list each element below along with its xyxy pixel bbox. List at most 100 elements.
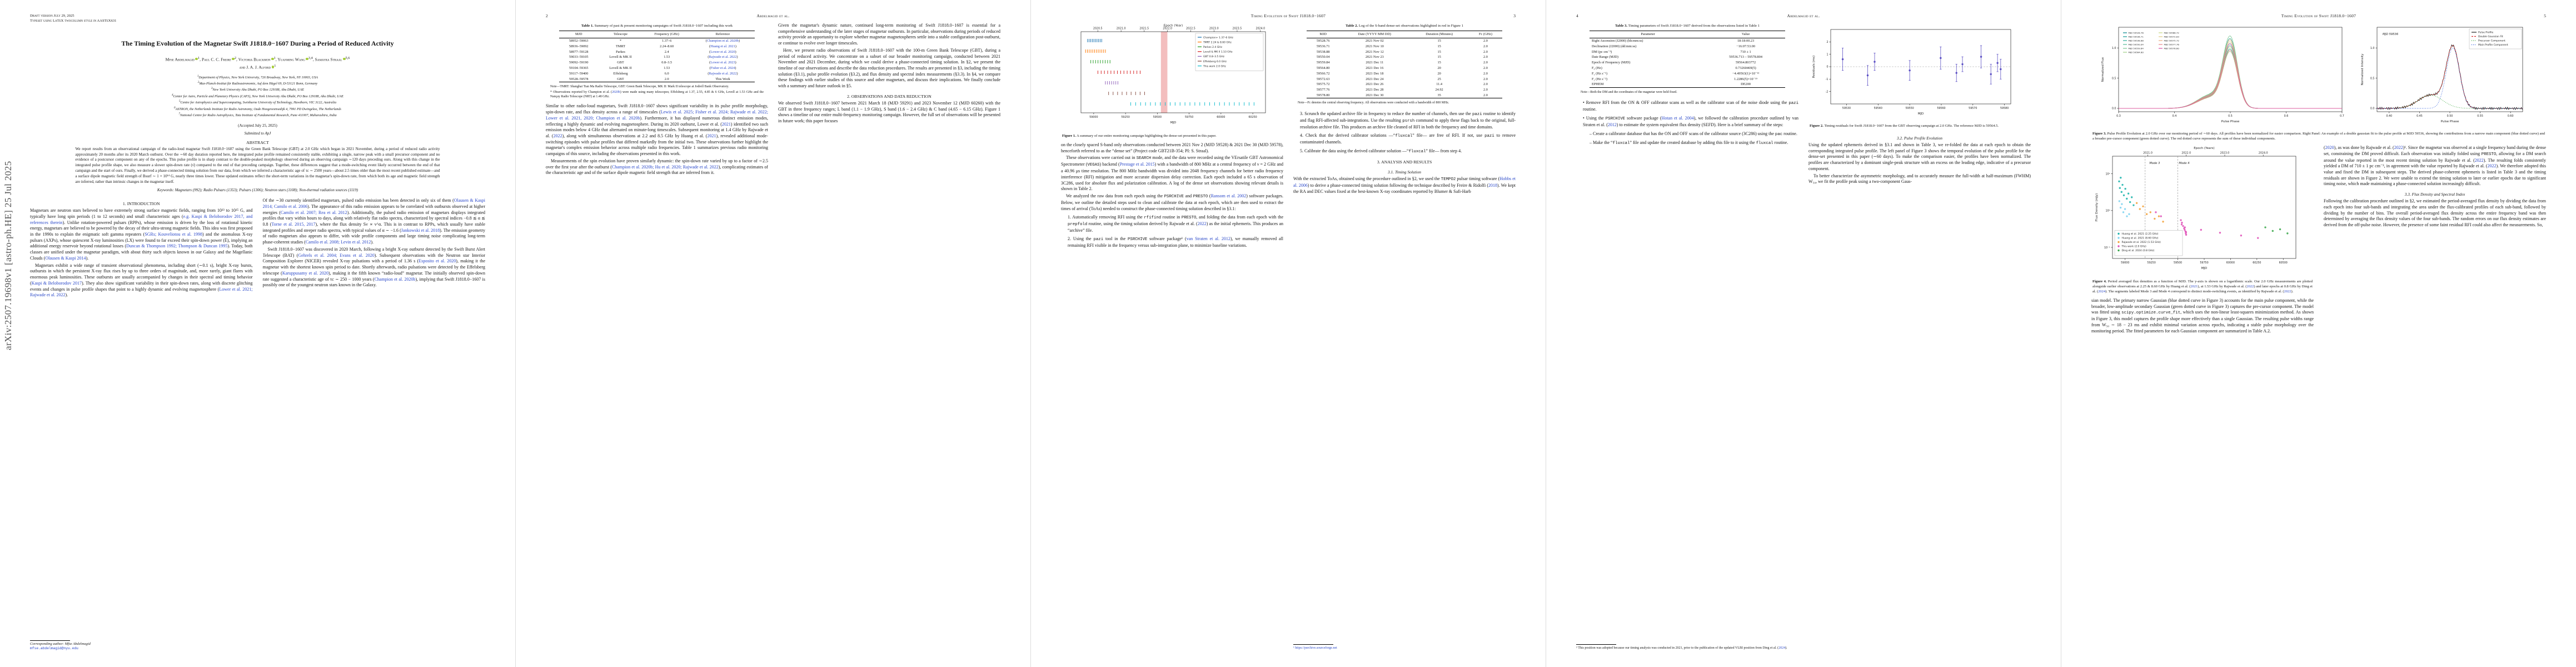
table-cell: 20	[1437, 71, 1441, 76]
table-cell: F₁ (Hz s⁻¹)	[1592, 71, 1608, 76]
citation-link[interactable]: 2022	[2246, 284, 2254, 288]
orcid-icon[interactable]	[195, 57, 198, 61]
citation-link[interactable]: 2018	[1488, 183, 1498, 188]
table-cell: 15	[1437, 39, 1441, 43]
citation-link[interactable]: 2022	[2487, 163, 2497, 169]
citation-link[interactable]: Ransom et al. 2002	[1210, 193, 1247, 198]
orcid-icon[interactable]	[306, 57, 308, 61]
table-row: 59572.63 2021 Dec 24 25 2.0	[1307, 76, 1502, 82]
citation-link[interactable]: Olausen & Kaspi 2014; Camilo et al. 2006	[262, 198, 486, 209]
orcid-icon[interactable]	[232, 57, 235, 61]
citation-link[interactable]: Lower et al. 2021; Rajwade et al. 2022	[30, 286, 253, 298]
citation-link[interactable]: e.g. Kaspi & Beloborodov 2017, and refer…	[30, 213, 253, 225]
svg-text:59500: 59500	[2174, 261, 2182, 265]
citation-link[interactable]: 2021	[707, 133, 716, 139]
citation-link[interactable]: Champion et al. 2020b; Hu et al. 2020; R…	[611, 164, 719, 170]
orcid-icon[interactable]	[271, 66, 275, 68]
table-cell: 58936–59092	[569, 44, 589, 48]
figure-1-campaign-timeline-plot: 59000 59250 59500 59750 60000 60250 2020.5 2021…	[1080, 24, 1266, 125]
citation-link[interactable]: 2024	[1778, 646, 1786, 650]
citation-link[interactable]: 2022	[2284, 289, 2291, 293]
citation-link[interactable]: Karuppusamy et al. 2020	[282, 270, 328, 276]
svg-text:59000: 59000	[1089, 116, 1098, 119]
figure-1: 59000 59250 59500 59750 60000 60250 2020.5 2021…	[1061, 23, 1283, 133]
table-cell: 58977–59128	[569, 49, 589, 54]
running-title: Abdelmagid et al.	[1787, 13, 1820, 18]
table-cell: 15	[1437, 61, 1441, 65]
table-row: Right Ascension (J2000) (hh:mm:ss) 18:18:…	[1590, 38, 1785, 43]
svg-text:2023.0: 2023.0	[2220, 151, 2230, 155]
svg-text:0.7: 0.7	[2340, 115, 2344, 118]
subsection-heading-profile: 3.2. Pulse Profile Evolution	[1896, 135, 1943, 141]
citation-link[interactable]: 2020b	[612, 91, 620, 94]
citation-link[interactable]: 2020	[2325, 145, 2334, 150]
paragraph: (2020), as was done by Rajwade et al. (2…	[2324, 145, 2546, 187]
table-row: F₂ (Hz s⁻²) 1.2286(5)×10⁻¹⁹	[1590, 76, 1785, 82]
citation-link[interactable]: Gehrels et al. 2004; Evans et al. 2020	[298, 252, 375, 258]
corresponding-email[interactable]: mfse.abdelmagid@nyu.edu	[30, 646, 78, 650]
list-item: 4. Check that the derived calibrator sol…	[1300, 133, 1516, 145]
citation-link[interactable]: Lower et al. 2023	[710, 61, 735, 65]
paragraph: Measurements of the spin evolution have …	[546, 158, 768, 176]
paragraph: To better characterize the asymmetric mo…	[1808, 173, 2031, 185]
abstract-text: We report results from an observational …	[75, 146, 440, 184]
svg-text:Pulse Phase: Pulse Phase	[2440, 120, 2459, 123]
citation-link[interactable]: 2024	[2098, 289, 2106, 293]
abstract-heading: ABSTRACT	[246, 140, 269, 145]
citation-link[interactable]: Lower et al. 2020	[710, 49, 735, 54]
citation-link[interactable]: 2012	[1607, 122, 1617, 127]
code-token: fluxcal	[1612, 141, 1630, 146]
table-cell: (Fisher et al. 2024)	[709, 66, 736, 71]
table-cell: 2021 Dec 24	[1366, 77, 1384, 81]
svg-text:60000: 60000	[2226, 261, 2235, 265]
table-row: 59538.88 2021 Nov 12 15 2.0	[1307, 49, 1502, 54]
citation-link[interactable]: Jankowski et al. 2018	[401, 227, 440, 233]
orcid-icon[interactable]	[271, 57, 274, 61]
running-title: Abdelmagid et al.	[756, 13, 790, 18]
citation-link[interactable]: Champion et al. 2020b	[706, 39, 739, 43]
code-token: PRESTO	[2481, 152, 2497, 157]
citation-link[interactable]: Torne et al. 2015, 2017	[271, 222, 316, 227]
citation-link[interactable]: 2022	[2394, 145, 2403, 150]
table-cell: Date Range (MJD)	[1592, 55, 1618, 59]
table-row: 59033–59105 Lovell & MK II 1.53 (Rajwade et…	[559, 54, 755, 60]
citation-link[interactable]: Kaspi & Beloborodov 2017	[31, 280, 82, 286]
citation-link[interactable]: Fisher et al. 2024	[710, 66, 735, 71]
citation-link[interactable]: Rajwade et al. 2022	[709, 71, 737, 76]
svg-text:MJD 59528.76: MJD 59528.76	[2128, 32, 2144, 34]
citation-link[interactable]: Camilo et al. 2008; Levin et al. 2012	[305, 240, 371, 245]
citation-link[interactable]: 2022	[553, 133, 562, 139]
citation-link[interactable]: Esposito et al. 2020	[418, 258, 456, 264]
table-cell: 1.37–6	[662, 39, 672, 43]
citation-link[interactable]: Hobbs et al. 2006	[1293, 176, 1516, 188]
page4-right-column: 59530 59540 59550 59560 59570 59580 -2 -1 0 1 2 MJD…	[1808, 23, 2031, 650]
citation-link[interactable]: SGRs; Kouveliotou et al. 1998	[145, 232, 202, 237]
citation-link[interactable]: Prestage et al. 2015	[1119, 162, 1155, 167]
citation-link[interactable]: Rajwade et al. 2022	[709, 55, 737, 59]
citation-link[interactable]: 2022	[1197, 221, 1207, 226]
citation-link[interactable]: Huang et al. 2021	[710, 44, 735, 48]
citation-link[interactable]: 2021	[721, 121, 731, 127]
draft-version-line: Draft version July 29, 2025	[30, 14, 74, 18]
svg-text:0.0: 0.0	[2111, 107, 2116, 111]
citation-link[interactable]: Camilo et al. 2007; Rea et al. 2012	[280, 210, 347, 215]
svg-text:Pulse Phase: Pulse Phase	[2221, 120, 2239, 123]
code-token: prepfold	[1068, 222, 1088, 227]
table-cell: TMRT	[615, 44, 626, 48]
code-token: PRESTO	[1181, 215, 1197, 220]
citation-link[interactable]: van Straten et al. 2012	[1186, 236, 1230, 242]
svg-text:MJD 59550.04: MJD 59550.04	[2128, 43, 2144, 46]
citation-link[interactable]: Olausen & Kaspi 2014	[45, 255, 86, 261]
citation-link[interactable]: 2022	[2474, 157, 2484, 163]
citation-link[interactable]: Duncan & Thompson 1992; Thompson & Dunca…	[126, 243, 228, 249]
svg-text:2021.0: 2021.0	[1117, 27, 1126, 31]
footnote-link[interactable]: ¹ https://psrchive.sourceforge.net	[1293, 646, 1337, 650]
svg-text:MJD 59575.72: MJD 59575.72	[2164, 39, 2179, 42]
citation-link[interactable]: 2021	[2190, 284, 2198, 288]
citation-link[interactable]: Champion et al. 2020b	[374, 276, 416, 282]
author-name: and J. A. J. Alford	[239, 64, 271, 70]
orcid-icon[interactable]	[342, 57, 346, 61]
citation-link[interactable]: Lewis et al. 2025; Fisher et al. 2024; R…	[546, 109, 768, 121]
citation-link[interactable]: Hotan et al. 2004	[1661, 116, 1694, 121]
svg-text:0.4: 0.4	[2172, 115, 2176, 118]
